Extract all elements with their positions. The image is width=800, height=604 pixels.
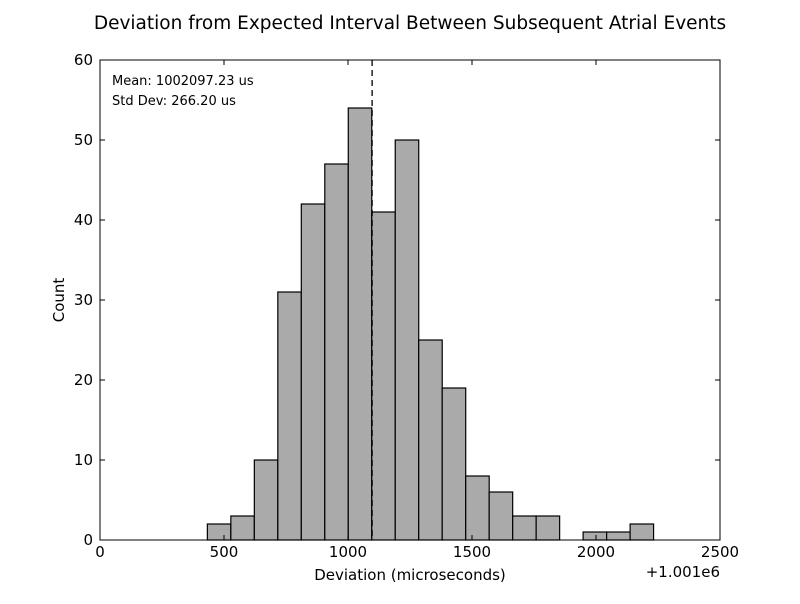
y-tick-label: 0 bbox=[83, 531, 93, 549]
x-tick-label: 500 bbox=[210, 543, 239, 561]
histogram-bar bbox=[277, 291, 302, 541]
x-tick-label: 0 bbox=[95, 543, 105, 561]
mean-annotation: Mean: 1002097.23 us bbox=[112, 74, 254, 89]
histogram-bar bbox=[606, 531, 631, 541]
x-tick-label: 2500 bbox=[701, 543, 739, 561]
histogram-bar bbox=[629, 523, 655, 541]
x-tick-label: 1000 bbox=[329, 543, 367, 561]
y-tick-label: 20 bbox=[74, 371, 93, 389]
histogram-bar bbox=[371, 211, 396, 541]
y-tick-label: 60 bbox=[74, 51, 93, 69]
x-tick-label: 1500 bbox=[453, 543, 491, 561]
x-axis-title: Deviation (microseconds) bbox=[314, 566, 506, 584]
histogram-bar bbox=[535, 515, 561, 541]
histogram-bar bbox=[582, 531, 608, 541]
y-ticks-group: 0 10 20 30 40 50 60 bbox=[74, 51, 720, 549]
histogram-bar bbox=[512, 515, 537, 541]
histogram-bar bbox=[253, 459, 279, 541]
bars-group bbox=[206, 107, 655, 541]
histogram-bar bbox=[418, 339, 443, 541]
y-tick-label: 40 bbox=[74, 211, 93, 229]
x-tick-label: 2000 bbox=[577, 543, 615, 561]
histogram-bar bbox=[488, 491, 514, 541]
histogram-bar bbox=[441, 387, 467, 541]
histogram-bar bbox=[324, 163, 349, 541]
histogram-bar bbox=[465, 475, 490, 541]
histogram-bar bbox=[347, 107, 373, 541]
histogram-bar bbox=[394, 139, 420, 541]
chart-title: Deviation from Expected Interval Between… bbox=[94, 13, 726, 34]
y-tick-label: 50 bbox=[74, 131, 93, 149]
histogram-bar bbox=[230, 515, 255, 541]
std-dev-annotation: Std Dev: 266.20 us bbox=[112, 94, 236, 109]
x-ticks-group: 0 500 1000 1500 2000 2500 bbox=[95, 60, 739, 561]
x-axis-offset-label: +1.001e6 bbox=[646, 563, 720, 581]
histogram-bar bbox=[300, 203, 326, 541]
histogram-bar bbox=[206, 523, 232, 541]
y-tick-label: 10 bbox=[74, 451, 93, 469]
y-axis-title: Count bbox=[50, 278, 68, 323]
y-tick-label: 30 bbox=[74, 291, 93, 309]
